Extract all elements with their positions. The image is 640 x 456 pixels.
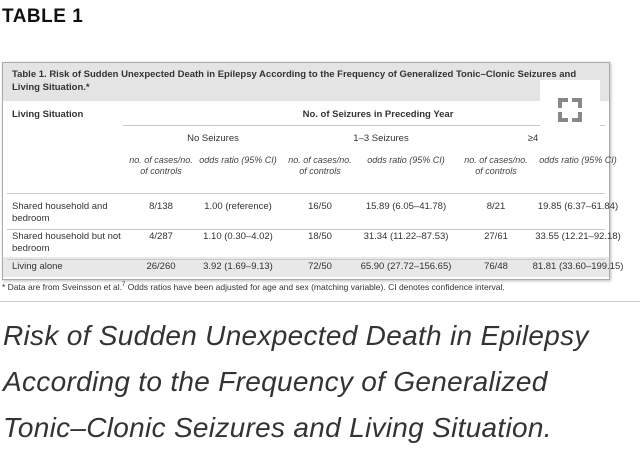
rule	[7, 229, 605, 230]
table-cell: 1.10 (0.30–4.02)	[203, 231, 273, 242]
rule	[123, 125, 605, 126]
table-cell: 8/138	[149, 201, 173, 212]
column-header: odds ratio (95% CI)	[539, 155, 617, 165]
row-label: Shared household and bedroom	[12, 201, 108, 224]
table-cell: 65.90 (27.72–156.65)	[360, 261, 452, 272]
row-shade	[3, 257, 609, 277]
caption-line: Tonic–Clonic Seizures and Living Situati…	[3, 412, 552, 443]
footnote: * Data are from Sveinsson et al.7 Odds r…	[2, 282, 505, 292]
group-header: 1–3 Seizures	[353, 133, 409, 144]
footnote-text: Odds ratios have been adjusted for age a…	[127, 282, 505, 292]
rule	[7, 193, 605, 194]
caption-line: Risk of Sudden Unexpected Death in Epile…	[3, 320, 589, 351]
column-header: no. of cases/no. of controls	[288, 155, 352, 176]
column-header: no. of cases/no. of controls	[464, 155, 528, 176]
table-cell: 3.92 (1.69–9.13)	[203, 261, 273, 272]
rule	[7, 259, 605, 260]
expand-icon	[558, 98, 582, 122]
table-cell: 15.89 (6.05–41.78)	[365, 201, 447, 212]
column-header: no. of cases/no. of controls	[129, 155, 193, 176]
table-cell: 8/21	[486, 201, 506, 212]
table-cell: 19.85 (6.37–61.84)	[537, 201, 619, 212]
table-cell: 33.55 (12.21–92.18)	[535, 231, 621, 242]
table-cell: 31.34 (11.22–87.53)	[363, 231, 449, 242]
table-image: Table 1. Risk of Sudden Unexpected Death…	[2, 62, 623, 280]
title-text: Risk of Sudden Unexpected Death in Epile…	[12, 69, 577, 93]
heading: TABLE 1	[2, 6, 84, 27]
table-cell: 76/48	[484, 261, 508, 272]
table-cell: 81.81 (33.60–199.15)	[532, 261, 624, 272]
column-header: odds ratio (95% CI)	[367, 155, 445, 165]
footnote-ref: 7	[122, 282, 126, 289]
table-cell: 27/61	[484, 231, 508, 242]
rule	[0, 301, 640, 302]
expand-bg	[540, 80, 600, 140]
expand-button[interactable]	[540, 80, 600, 140]
table-cell: 18/50	[308, 231, 332, 242]
group-header: ≥4	[527, 133, 539, 144]
title-prefix: Table 1.	[12, 69, 47, 80]
span-header: No. of Seizures in Preceding Year	[302, 109, 454, 120]
footnote-text: * Data are from Sveinsson et al.	[2, 282, 123, 292]
title-bar	[3, 63, 609, 101]
table-cell: 26/260	[146, 261, 176, 272]
group-header: No Seizures	[187, 133, 239, 144]
row-header: Living Situation	[12, 109, 84, 120]
caption-line: According to the Frequency of Generalize…	[3, 366, 548, 397]
table-cell: 16/50	[308, 201, 332, 212]
row-label: Living alone	[12, 261, 63, 272]
table-cell: 1.00 (reference)	[204, 201, 272, 212]
table-title: Table 1. Risk of Sudden Unexpected Death…	[12, 68, 592, 94]
column-header: odds ratio (95% CI)	[199, 155, 277, 165]
row-label: Shared household but not bedroom	[12, 231, 121, 254]
table-cell: 4/287	[149, 231, 173, 242]
table-cell: 72/50	[308, 261, 332, 272]
